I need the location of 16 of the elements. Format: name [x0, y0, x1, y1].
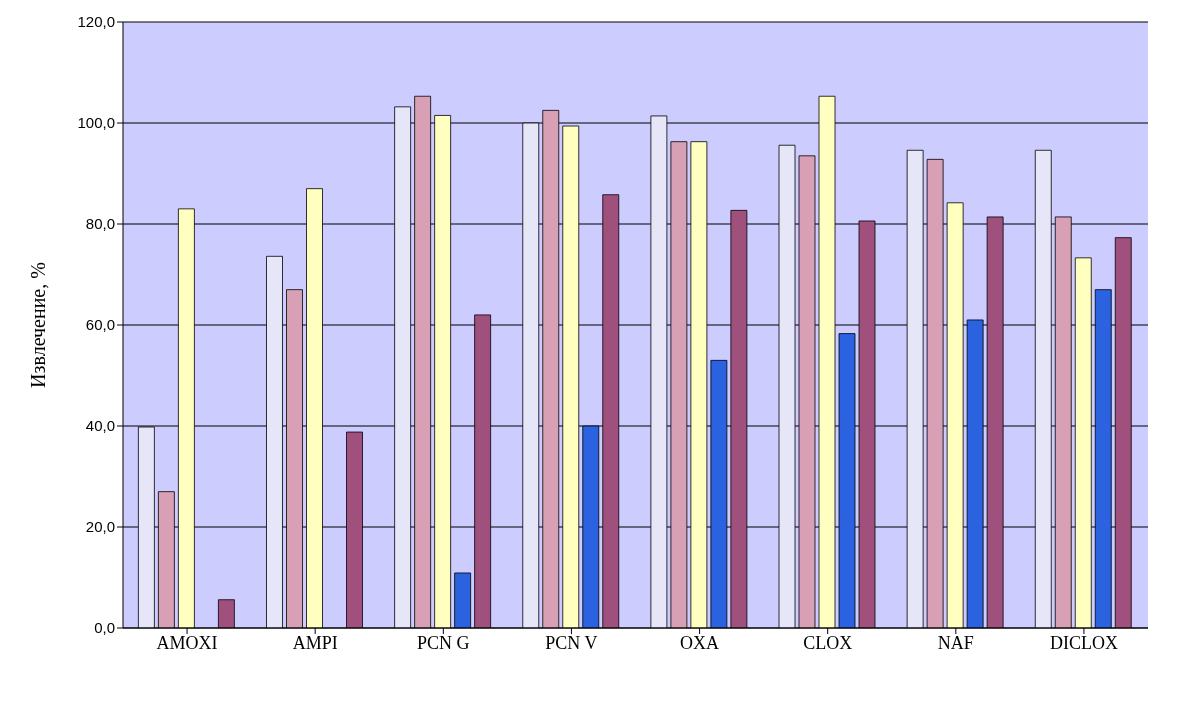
- x-tick-label: NAF: [937, 632, 974, 653]
- x-tick-label: DICLOX: [1049, 632, 1118, 653]
- y-tick-label: 120,0: [77, 13, 115, 31]
- y-axis-title: Извлечение, %: [27, 262, 50, 388]
- y-tick-label: 60,0: [85, 316, 115, 334]
- x-tick-label: CLOX: [803, 632, 853, 653]
- y-tick-label: 40,0: [85, 417, 115, 435]
- x-tick-label: OXA: [680, 632, 720, 653]
- x-tick-label: PCN V: [545, 632, 598, 653]
- x-tick-label: PCN G: [417, 632, 470, 653]
- y-tick-label: 20,0: [85, 518, 115, 536]
- x-tick-label: AMOXI: [156, 632, 218, 653]
- y-tick-label: 0,0: [94, 619, 115, 637]
- y-tick-label: 80,0: [85, 215, 115, 233]
- y-tick-label: 100,0: [77, 114, 115, 132]
- x-tick-label: AMPI: [292, 632, 338, 653]
